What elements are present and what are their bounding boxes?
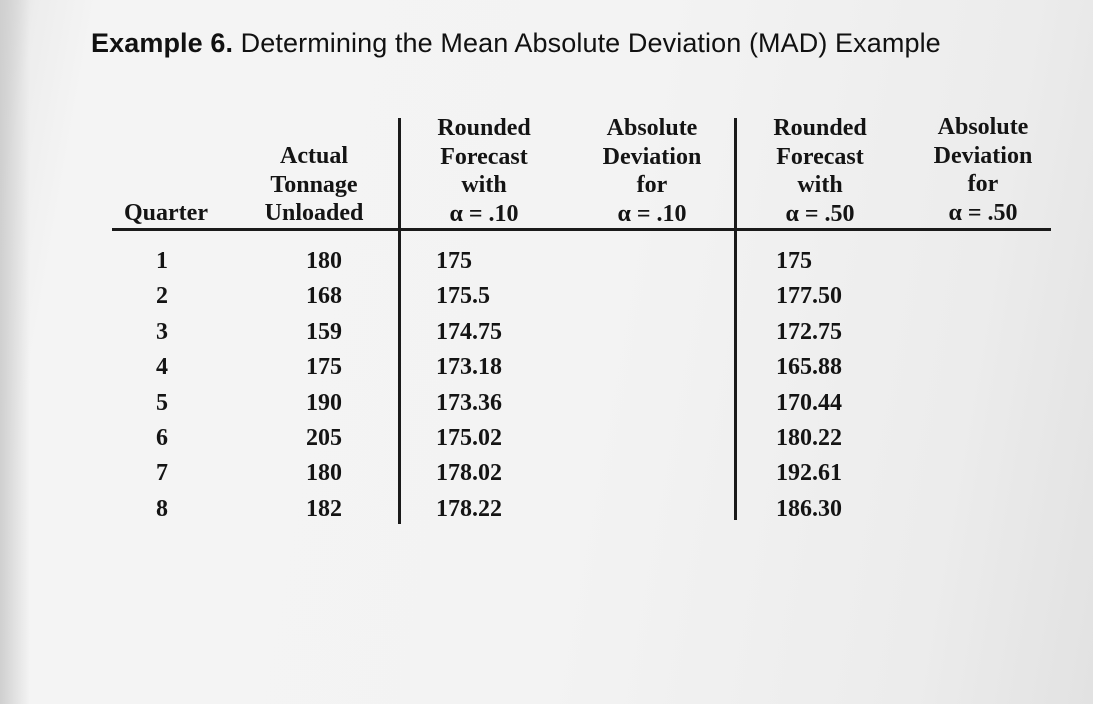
quarter-cell: 4: [156, 354, 168, 381]
header-line: with: [461, 172, 507, 198]
header-line: Forecast: [776, 143, 864, 170]
header-line: Deviation: [602, 143, 702, 170]
quarter-cell: 1: [156, 248, 168, 274]
column-divider-right: [734, 118, 737, 520]
header-line: for: [636, 172, 668, 198]
forecast-alpha-50-cell: 180.22: [776, 425, 842, 452]
forecast-alpha-10-column: 175 175.5 174.75 173.18 173.36 175.02 17…: [436, 244, 556, 527]
forecast-alpha-50-column: 175 177.50 172.75 165.88 170.44 180.22 1…: [776, 244, 896, 527]
header-forecast-alpha-10: Rounded Forecast with α = .10: [420, 114, 548, 228]
header-line: α = .10: [449, 200, 519, 227]
header-line: Quarter: [124, 200, 208, 226]
forecast-alpha-50-cell: 192.61: [776, 460, 842, 487]
example-title: Example 6. Determining the Mean Absolute…: [91, 28, 941, 59]
actual-tonnage-column: 180 168 159 175 190 205 180 182: [270, 244, 342, 527]
header-deviation-alpha-50: Absolute Deviation for α = .50: [921, 113, 1045, 227]
quarter-column: 1 2 3 4 5 6 7 8: [140, 244, 184, 527]
forecast-alpha-10-cell: 173.36: [436, 389, 502, 416]
actual-tonnage-cell: 205: [306, 425, 342, 452]
forecast-alpha-10-cell: 175.02: [436, 425, 502, 452]
forecast-alpha-50-cell: 165.88: [776, 354, 842, 381]
forecast-alpha-50-cell: 172.75: [776, 318, 842, 345]
header-line: Rounded: [437, 115, 531, 141]
actual-tonnage-cell: 159: [306, 318, 342, 345]
forecast-alpha-50-cell: 177.50: [776, 283, 842, 310]
header-line: α = .10: [617, 200, 687, 227]
forecast-alpha-10-cell: 173.18: [436, 354, 502, 381]
quarter-cell: 6: [156, 425, 168, 452]
quarter-cell: 7: [156, 460, 168, 487]
quarter-cell: 2: [156, 283, 168, 310]
forecast-alpha-50-cell: 175: [776, 248, 812, 274]
forecast-alpha-10-cell: 175.5: [436, 283, 490, 310]
header-forecast-alpha-50: Rounded Forecast with α = .50: [756, 114, 884, 228]
header-line: Rounded: [773, 115, 867, 141]
column-divider-left: [398, 118, 401, 524]
header-deviation-alpha-10: Absolute Deviation for α = .10: [588, 114, 716, 228]
page-edge-shadow: [0, 0, 30, 704]
example-label: Example 6.: [91, 28, 234, 58]
actual-tonnage-cell: 175: [306, 354, 342, 381]
forecast-alpha-50-cell: 186.30: [776, 495, 842, 522]
forecast-alpha-10-cell: 178.22: [436, 495, 502, 522]
header-line: Unloaded: [264, 200, 364, 226]
forecast-alpha-50-cell: 170.44: [776, 389, 842, 416]
header-line: α = .50: [948, 199, 1018, 226]
actual-tonnage-cell: 182: [306, 495, 342, 522]
header-line: α = .50: [785, 200, 855, 227]
quarter-cell: 3: [156, 318, 168, 345]
header-actual-tonnage: Actual Tonnage Unloaded: [250, 142, 378, 228]
header-line: Tonnage: [270, 171, 358, 198]
header-quarter: Quarter: [112, 199, 220, 228]
actual-tonnage-cell: 180: [306, 248, 342, 274]
actual-tonnage-cell: 190: [306, 389, 342, 416]
header-line: Absolute: [937, 114, 1029, 140]
forecast-alpha-10-cell: 178.02: [436, 460, 502, 487]
header-line: Actual: [280, 143, 348, 169]
forecast-alpha-10-cell: 174.75: [436, 318, 502, 345]
header-line: Deviation: [933, 142, 1033, 169]
quarter-cell: 5: [156, 389, 168, 416]
example-title-text: Determining the Mean Absolute Deviation …: [233, 28, 941, 58]
header-rule: [112, 228, 1051, 231]
header-line: Absolute: [606, 115, 698, 141]
actual-tonnage-cell: 168: [306, 283, 342, 310]
quarter-cell: 8: [156, 495, 168, 522]
header-line: for: [967, 171, 999, 197]
header-line: with: [797, 172, 843, 198]
forecast-alpha-10-cell: 175: [436, 248, 472, 274]
header-line: Forecast: [440, 143, 528, 170]
actual-tonnage-cell: 180: [306, 460, 342, 487]
